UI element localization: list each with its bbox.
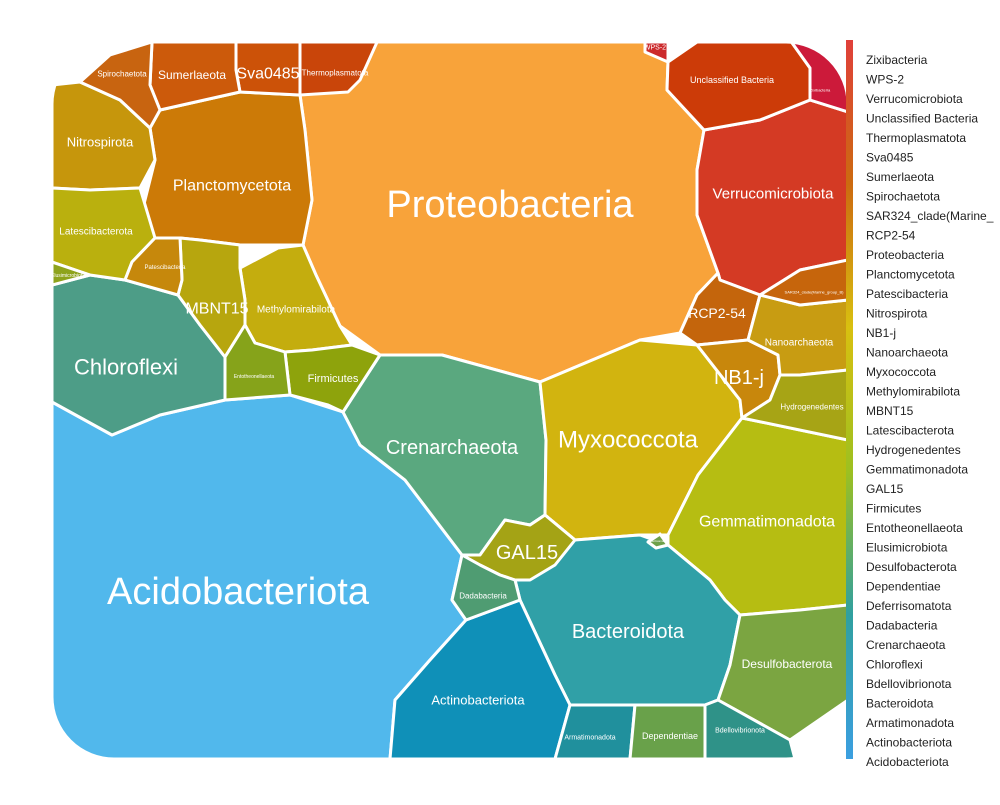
legend-entry-nanoarchaeota: Nanoarchaeota xyxy=(866,346,948,360)
legend: Zixibacteria WPS-2 Verrucomicrobiota Unclas… xyxy=(846,40,994,769)
legend-entry-sva0485: Sva0485 xyxy=(866,151,914,165)
legend-entry-crenarchaeota: Crenarchaeota xyxy=(866,638,946,652)
cell-label-desulfobacterota: Desulfobacterota xyxy=(742,657,833,671)
cell-label-hydrogenedentes: Hydrogenedentes xyxy=(780,403,843,412)
cell-actinobacteriota xyxy=(388,598,572,759)
cell-label-actinobacteriota: Actinobacteriota xyxy=(431,693,525,708)
legend-entry-spirochaetota: Spirochaetota xyxy=(866,190,940,204)
cell-label-dependentiae: Dependentiae xyxy=(642,731,698,741)
cell-label-thermoplasmatota: Thermoplasmatota xyxy=(302,69,369,78)
legend-entries: Zixibacteria WPS-2 Verrucomicrobiota Unclas… xyxy=(866,53,994,769)
cell-sar324-clade-marine-group-b xyxy=(758,258,848,307)
cell-label-wps-2: WPS-2 xyxy=(644,45,666,52)
legend-entry-rcp2-54: RCP2-54 xyxy=(866,229,916,243)
legend-entry-mbnt15: MBNT15 xyxy=(866,404,914,418)
legend-entry-elusimicrobiota: Elusimicrobiota xyxy=(866,541,948,555)
cell-label-mbnt15: MBNT15 xyxy=(185,301,248,318)
cell-firmicutes xyxy=(283,343,382,414)
legend-entry-wps-2: WPS-2 xyxy=(866,73,904,87)
treemap-cells xyxy=(52,42,848,759)
legend-entry-nitrospirota: Nitrospirota xyxy=(866,307,928,321)
legend-entry-nb1-j: NB1-j xyxy=(866,326,896,340)
legend-entry-armatimonadota: Armatimonadota xyxy=(866,716,954,730)
cell-label-sumerlaeota: Sumerlaeota xyxy=(158,68,226,82)
cell-label-planctomycetota: Planctomycetota xyxy=(173,178,291,195)
cell-label-firmicutes: Firmicutes xyxy=(308,373,359,385)
cell-label-nitrospirota: Nitrospirota xyxy=(67,135,134,150)
cell-patescibacteria xyxy=(123,236,184,297)
cell-hydrogenedentes xyxy=(740,368,848,442)
cell-label-entotheonellaeota: Entotheonellaeota xyxy=(234,374,275,380)
cell-bdellovibrionota xyxy=(703,698,797,759)
cell-label-sva0485: Sva0485 xyxy=(236,66,299,83)
legend-entry-desulfobacterota: Desulfobacterota xyxy=(866,560,957,574)
cell-label-gemmatimonadota: Gemmatimonadota xyxy=(699,514,835,531)
cell-label-nanoarchaeota: Nanoarchaeota xyxy=(765,338,834,349)
legend-entry-acidobacteriota: Acidobacteriota xyxy=(866,755,949,769)
cell-label-nb1-j: NB1-j xyxy=(714,367,764,389)
legend-entry-deferrisomatota: Deferrisomatota xyxy=(866,599,952,613)
legend-entry-myxococcota: Myxococcota xyxy=(866,365,936,379)
legend-entry-entotheonellaeota: Entotheonellaeota xyxy=(866,521,963,535)
legend-entry-bdellovibrionota: Bdellovibrionota xyxy=(866,677,952,691)
legend-entry-methylomirabilota: Methylomirabilota xyxy=(866,385,960,399)
cell-label-methylomirabilota: Methylomirabilota xyxy=(257,305,336,316)
legend-entry-zixibacteria: Zixibacteria xyxy=(866,53,928,67)
cell-elusimicrobiota xyxy=(52,260,92,287)
cell-deferrisomatota xyxy=(646,532,670,550)
cell-planctomycetota xyxy=(138,90,314,247)
cell-label-rcp2-54: RCP2-54 xyxy=(688,305,746,321)
legend-entry-sar324-clade-marine: SAR324_clade(Marine_ xyxy=(866,209,994,223)
cell-thermoplasmatota xyxy=(298,42,380,97)
legend-entry-patescibacteria: Patescibacteria xyxy=(866,287,948,301)
cell-label-latescibacterota: Latescibacterota xyxy=(59,227,133,238)
cell-entotheonellaeota xyxy=(223,323,292,402)
legend-entry-verrucomicrobiota: Verrucomicrobiota xyxy=(866,92,963,106)
cell-label-bdellovibrionota: Bdellovibrionota xyxy=(715,728,765,735)
cell-label-myxococcota: Myxococcota xyxy=(558,427,699,454)
cell-label-elusimicrobiota: Elusimicrobiota xyxy=(51,273,85,279)
legend-entry-dadabacteria: Dadabacteria xyxy=(866,619,938,633)
legend-entry-firmicutes: Firmicutes xyxy=(866,502,921,516)
cell-label-proteobacteria: Proteobacteria xyxy=(386,184,634,226)
legend-entry-unclassified-bacteria: Unclassified Bacteria xyxy=(866,112,978,126)
cell-label-chloroflexi: Chloroflexi xyxy=(74,355,178,380)
legend-color-bar xyxy=(846,40,853,759)
cell-desulfobacterota xyxy=(716,603,848,742)
legend-entry-gemmatimonadota: Gemmatimonadota xyxy=(866,463,968,477)
cell-dadabacteria xyxy=(450,553,522,622)
cell-label-unclassified-bacteria: Unclassified Bacteria xyxy=(690,75,774,85)
cell-spirochaetota xyxy=(78,42,162,130)
legend-entry-actinobacteriota: Actinobacteriota xyxy=(866,736,952,750)
legend-entry-planctomycetota: Planctomycetota xyxy=(866,268,955,282)
treemap-labels: Proteobacteria Acidobacteriota Crenarchaeo… xyxy=(51,45,845,742)
legend-entry-proteobacteria: Proteobacteria xyxy=(866,248,944,262)
cell-label-spirochaetota: Spirochaetota xyxy=(97,70,147,79)
cell-label-sar324-clade-marine-group-b: SAR324_clade(Marine_group_B) xyxy=(785,290,845,295)
cell-armatimonadota xyxy=(553,703,637,759)
cell-label-crenarchaeota: Crenarchaeota xyxy=(386,437,519,459)
cell-label-armatimonadota: Armatimonadota xyxy=(564,735,615,742)
legend-entry-dependentiae: Dependentiae xyxy=(866,580,941,594)
legend-entry-chloroflexi: Chloroflexi xyxy=(866,658,923,672)
cell-wps-2 xyxy=(643,42,670,64)
legend-entry-sumerlaeota: Sumerlaeota xyxy=(866,170,934,184)
cell-label-zixibacteria: Zixibacteria xyxy=(810,88,831,93)
cell-label-gal15: GAL15 xyxy=(496,542,558,564)
legend-entry-gal15: GAL15 xyxy=(866,482,904,496)
cell-label-bacteroidota: Bacteroidota xyxy=(572,621,685,643)
legend-entry-thermoplasmatota: Thermoplasmatota xyxy=(866,131,966,145)
cell-label-acidobacteriota: Acidobacteriota xyxy=(107,571,370,613)
cell-label-verrucomicrobiota: Verrucomicrobiota xyxy=(713,186,835,203)
cell-label-deferrisomatota: Deferrisomatota xyxy=(647,539,669,543)
legend-entry-latescibacterota: Latescibacterota xyxy=(866,424,954,438)
cell-label-dadabacteria: Dadabacteria xyxy=(459,592,507,601)
legend-entry-bacteroidota: Bacteroidota xyxy=(866,697,934,711)
cell-label-patescibacteria: Patescibacteria xyxy=(144,265,186,271)
legend-entry-hydrogenedentes: Hydrogenedentes xyxy=(866,443,961,457)
